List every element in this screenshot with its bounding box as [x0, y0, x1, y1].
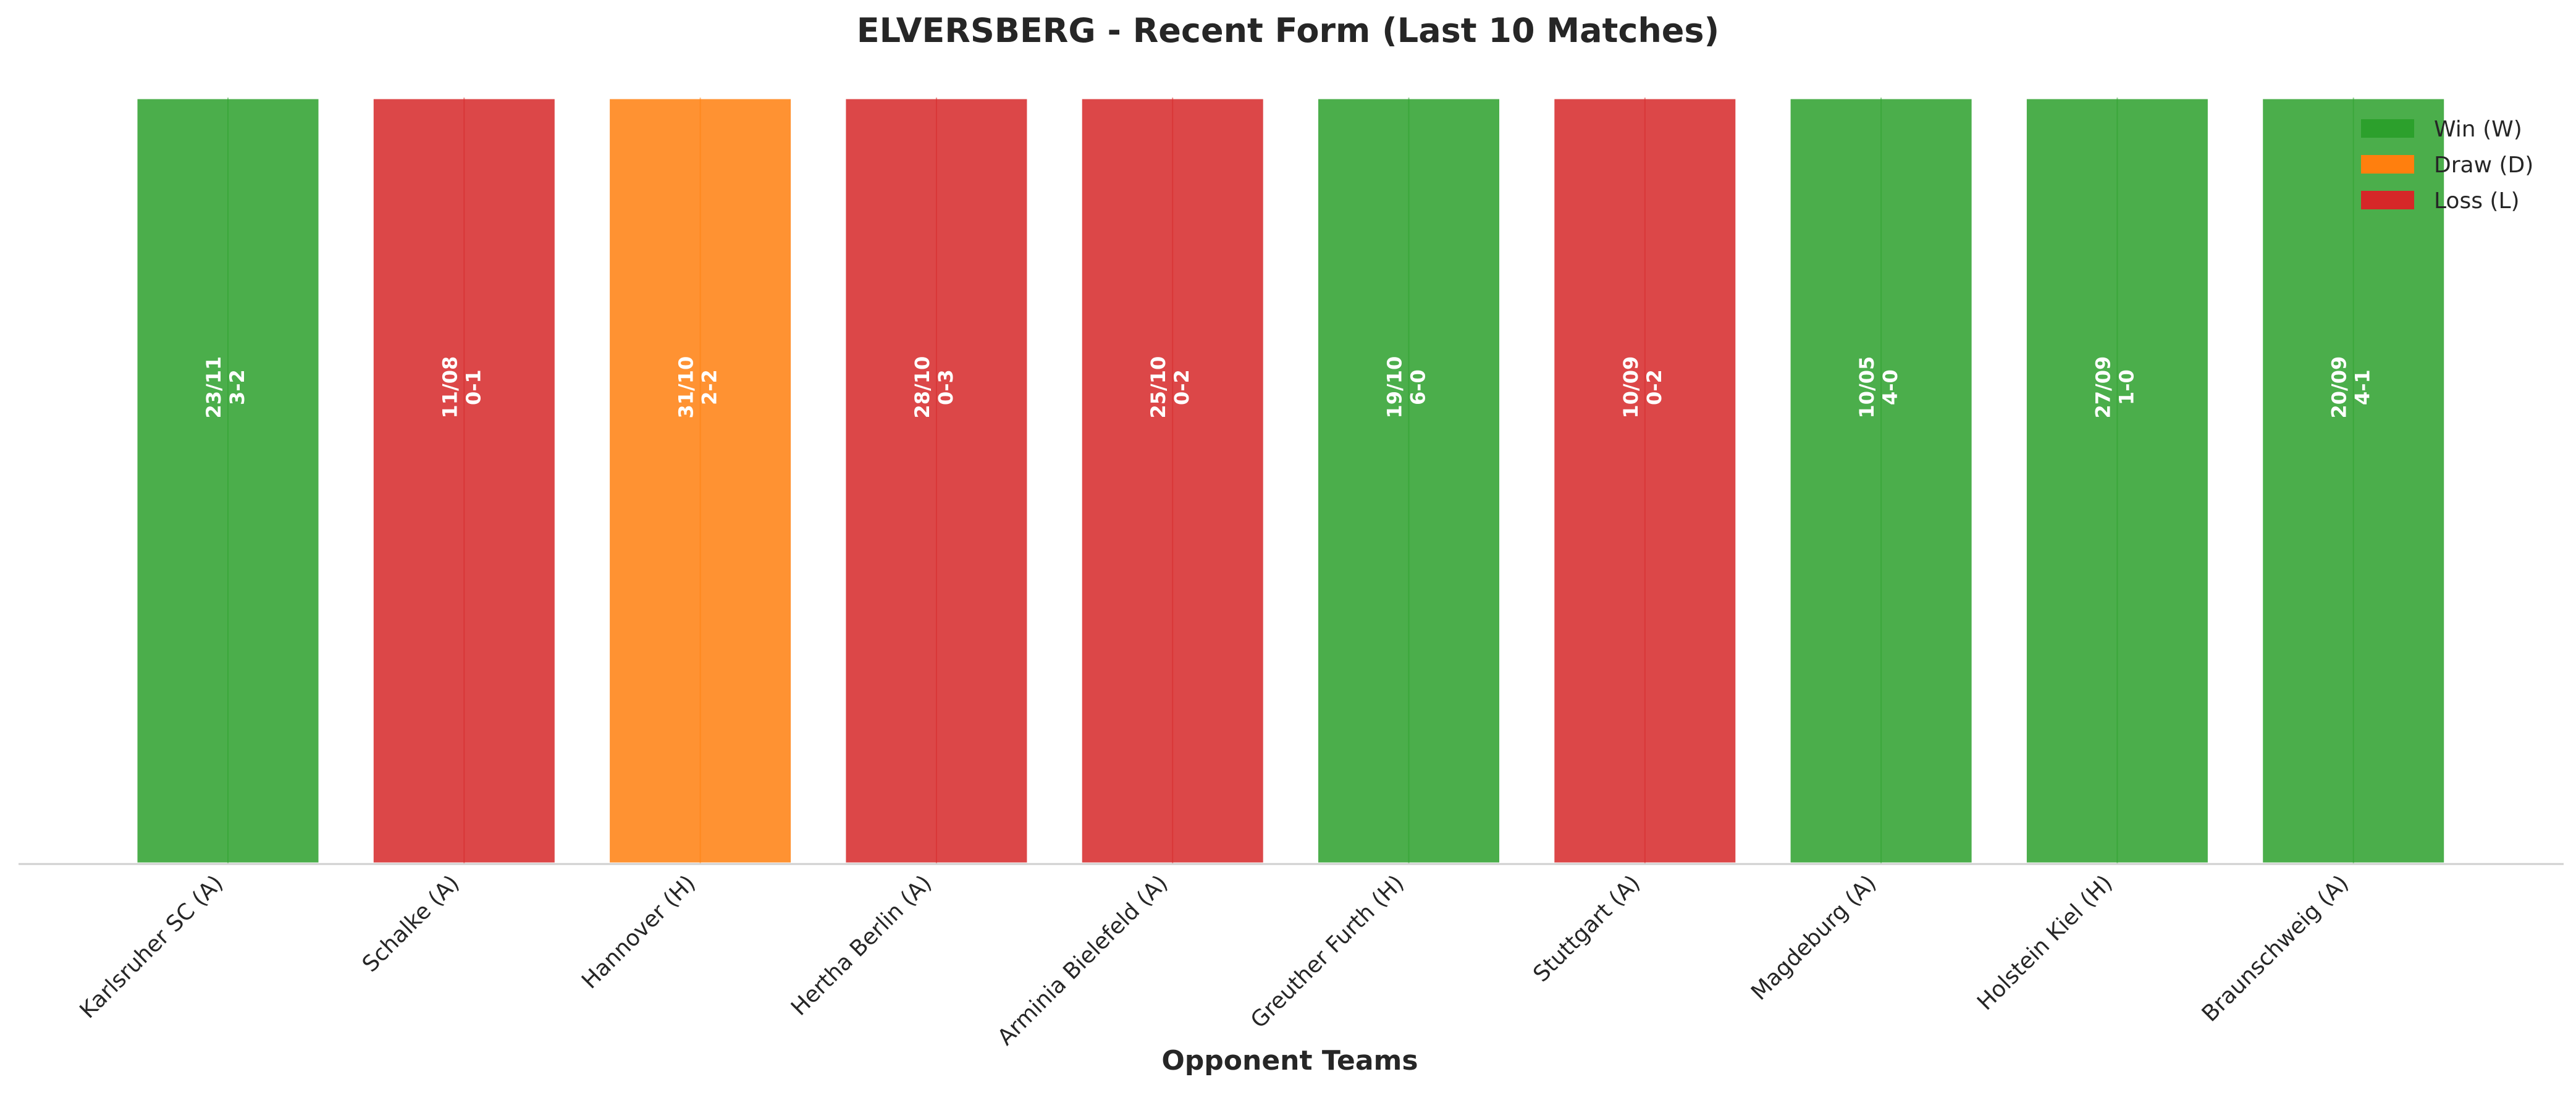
bar-date-label: 27/09: [2091, 356, 2115, 419]
bar-date-label: 20/09: [2328, 356, 2351, 419]
bar-score-label: 1-0: [2115, 369, 2138, 405]
bar-date-label: 31/10: [675, 356, 698, 419]
x-tick-label: Holstein Kiel (H): [1972, 870, 2118, 1015]
bar-score-label: 4-1: [2351, 369, 2375, 405]
bar-date-label: 11/08: [438, 356, 461, 419]
bar-score-label: 0-3: [934, 369, 958, 405]
bar-date-label: 28/10: [911, 356, 934, 419]
bar-score-label: 0-2: [1170, 369, 1193, 405]
chart-title: ELVERSBERG - Recent Form (Last 10 Matche…: [857, 11, 1720, 50]
x-axis-label: Opponent Teams: [1161, 1045, 1418, 1076]
x-tick-label: Karlsruher SC (A): [75, 870, 228, 1023]
legend: Win (W) Draw (D) Loss (L): [2361, 117, 2533, 214]
bars-layer: 23/11 3-2 11/08 0-1 31/10 2-2 28/10 0-3 25/10 0-2…: [134, 96, 2448, 866]
bar-date-label: 10/05: [1855, 356, 1879, 419]
legend-swatch-l: [2361, 191, 2414, 209]
x-tick-label: Greuther Furth (H): [1246, 870, 1409, 1033]
legend-label-l: Loss (L): [2434, 188, 2520, 214]
legend-swatch-d: [2361, 155, 2414, 174]
bar-score-label: 0-2: [1643, 369, 1666, 405]
x-tick-label: Stuttgart (A): [1528, 870, 1645, 987]
x-tick-label: Magdeburg (A): [1746, 870, 1881, 1005]
bar-score-label: 3-2: [225, 369, 249, 405]
legend-swatch-w: [2361, 119, 2414, 138]
x-tick-label: Hertha Berlin (A): [786, 870, 937, 1020]
bar-date-label: 10/09: [1619, 356, 1643, 419]
legend-label-w: Win (W): [2434, 117, 2522, 142]
bar-date-label: 19/10: [1383, 356, 1407, 419]
tick-labels: Karlsruher SC (A) Schalke (A) Hannover (H)…: [75, 870, 2354, 1050]
x-tick-label: Braunschweig (A): [2197, 870, 2354, 1026]
x-tick-label: Hannover (H): [577, 870, 701, 994]
bar-score-label: 4-0: [1879, 369, 1902, 405]
x-tick-label: Schalke (A): [358, 870, 465, 977]
bar-score-label: 6-0: [1407, 369, 1430, 405]
bar-date-label: 23/11: [202, 356, 225, 419]
bar-date-label: 25/10: [1147, 356, 1170, 419]
bar-score-label: 2-2: [698, 369, 722, 405]
legend-label-d: Draw (D): [2434, 153, 2533, 178]
x-tick-label: Arminia Bielefeld (A): [993, 870, 1172, 1050]
bar-score-label: 0-1: [461, 369, 485, 405]
